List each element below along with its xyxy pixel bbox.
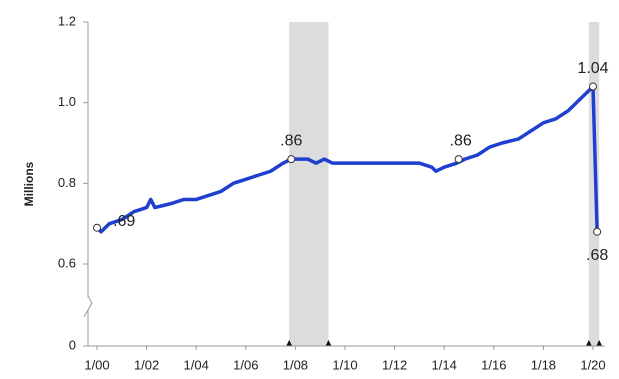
y-tick-label: 1.0 bbox=[58, 94, 76, 109]
x-tick-label: 1/04 bbox=[184, 357, 209, 372]
x-tick-label: 1/08 bbox=[283, 357, 308, 372]
recession-marker bbox=[596, 340, 603, 346]
x-tick-label: 1/06 bbox=[233, 357, 258, 372]
x-tick-label: 1/00 bbox=[84, 357, 109, 372]
recession-band bbox=[289, 22, 329, 346]
point-annotation: .69 bbox=[113, 213, 135, 230]
y-tick-label: 0 bbox=[69, 337, 76, 352]
point-annotation: .68 bbox=[586, 247, 608, 264]
y-tick-label: 0.6 bbox=[58, 255, 76, 270]
y-tick-label: 1.2 bbox=[58, 13, 76, 28]
x-tick-label: 1/02 bbox=[134, 357, 159, 372]
x-tick-label: 1/12 bbox=[382, 357, 407, 372]
y-axis-label: Millions bbox=[22, 161, 36, 206]
point-annotation: 1.04 bbox=[577, 60, 608, 77]
y-tick-label: 0.8 bbox=[58, 175, 76, 190]
x-tick-label: 1/16 bbox=[481, 357, 506, 372]
x-tick-label: 1/20 bbox=[580, 357, 605, 372]
recession-marker bbox=[286, 340, 293, 346]
x-tick-label: 1/14 bbox=[432, 357, 457, 372]
point-marker bbox=[454, 155, 463, 164]
recession-marker bbox=[585, 340, 592, 346]
point-annotation: .86 bbox=[280, 132, 302, 149]
x-tick-label: 1/10 bbox=[332, 357, 357, 372]
point-annotation: .86 bbox=[450, 132, 472, 149]
x-tick-label: 1/18 bbox=[531, 357, 556, 372]
axis-break bbox=[83, 295, 93, 318]
point-marker bbox=[593, 227, 602, 236]
point-marker bbox=[287, 155, 296, 164]
point-marker bbox=[93, 223, 101, 232]
point-marker bbox=[589, 82, 597, 91]
data-line bbox=[95, 84, 599, 234]
recession-marker bbox=[325, 340, 332, 346]
